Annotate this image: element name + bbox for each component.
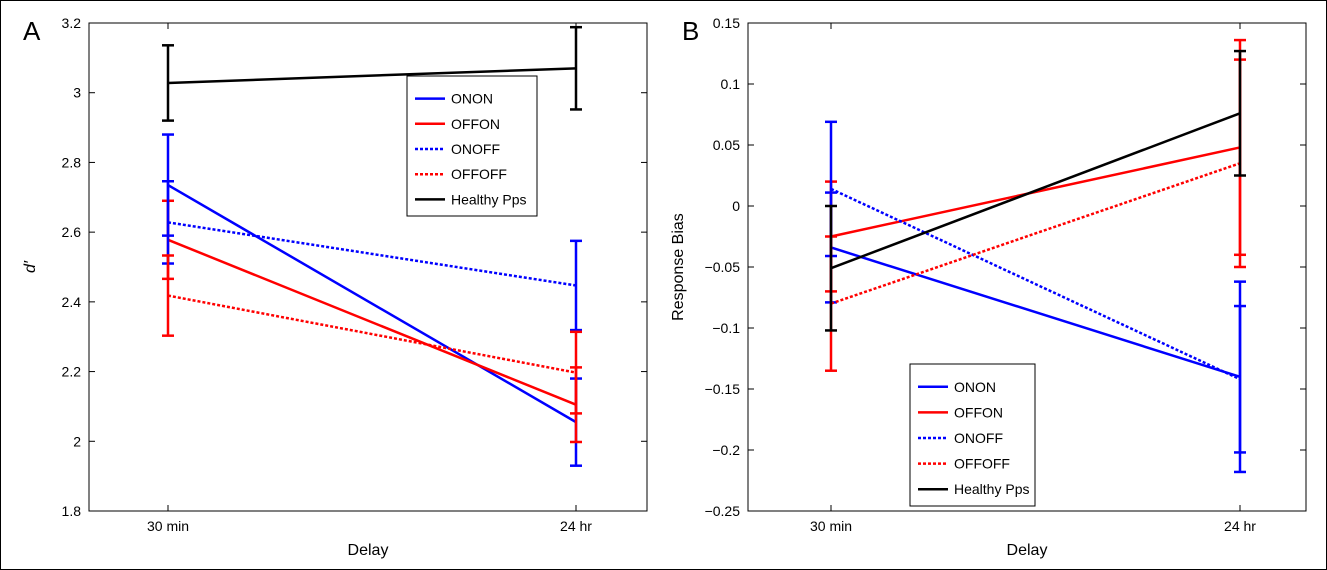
series-line bbox=[167, 221, 577, 287]
y-tick-label: 0.15 bbox=[713, 15, 740, 31]
series-onoff bbox=[162, 180, 582, 332]
series-line bbox=[830, 112, 1241, 270]
y-axis-label: Response Bias bbox=[670, 213, 687, 321]
legend-label: ONOFF bbox=[954, 430, 1003, 446]
y-tick-label: −0.15 bbox=[705, 381, 741, 397]
x-axis-label: Delay bbox=[1007, 542, 1048, 559]
y-tick-label: −0.1 bbox=[712, 320, 740, 336]
y-tick-label: −0.2 bbox=[712, 442, 740, 458]
y-tick-label: 3.2 bbox=[62, 15, 82, 31]
series-offoff bbox=[162, 254, 582, 415]
series-line bbox=[167, 67, 577, 85]
y-tick-label: 2.6 bbox=[62, 224, 82, 240]
series-line bbox=[830, 246, 1241, 378]
series-offon bbox=[825, 38, 1246, 293]
y-tick-label: 2.4 bbox=[62, 294, 82, 310]
y-tick-label: 0 bbox=[732, 198, 740, 214]
panel-b: B −0.25 −0.2 −0.15 −0.1 −0.05 0 0.05 0.1 0.15 30 m… bbox=[670, 15, 1307, 559]
series-line bbox=[167, 238, 577, 406]
panel-letter: A bbox=[23, 16, 41, 46]
y-tick-label: 1.8 bbox=[62, 503, 82, 519]
x-tick-label: 24 hr bbox=[1224, 518, 1256, 534]
y-tick-label: 2 bbox=[73, 433, 81, 449]
legend-label: OFFOFF bbox=[954, 456, 1010, 472]
legend-label: Healthy Pps bbox=[451, 191, 526, 207]
series-line bbox=[830, 162, 1241, 305]
legend-label: OFFOFF bbox=[451, 166, 507, 182]
legend-label: OFFON bbox=[451, 116, 500, 132]
series-healthy-pps bbox=[825, 49, 1246, 332]
y-tick-label: 0.1 bbox=[721, 76, 741, 92]
x-tick-label: 24 hr bbox=[560, 518, 592, 534]
y-axis-label: d′ bbox=[22, 260, 39, 273]
legend-label: Healthy Pps bbox=[954, 481, 1029, 497]
x-tick-label: 30 min bbox=[810, 518, 852, 534]
y-tick-label: 2.8 bbox=[62, 154, 82, 170]
legend: ONON OFFON ONOFF OFFOFF Healthy Pps bbox=[909, 363, 1036, 507]
legend-label: ONON bbox=[954, 379, 996, 395]
y-tick-label: 3 bbox=[73, 85, 81, 101]
axes-frame bbox=[88, 22, 648, 512]
y-tick-label: −0.25 bbox=[705, 503, 741, 519]
series-offon bbox=[162, 199, 582, 444]
series-line bbox=[830, 187, 1241, 381]
y-tick-label: −0.05 bbox=[705, 259, 741, 275]
legend-label: ONOFF bbox=[451, 141, 500, 157]
series-line bbox=[167, 184, 577, 424]
panel-letter: B bbox=[682, 16, 699, 46]
legend: ONON OFFON ONOFF OFFOFF Healthy Pps bbox=[406, 75, 538, 217]
legend-label: OFFON bbox=[954, 404, 1003, 420]
legend-label: ONON bbox=[451, 91, 493, 107]
x-axis-label: Delay bbox=[348, 542, 389, 559]
series-line bbox=[167, 294, 577, 374]
series-healthy-pps bbox=[162, 25, 582, 122]
panel-a: A 1.8 2 2.2 2.4 2.6 2.8 3 3.2 30 min 24 hr Delay d′ O… bbox=[22, 15, 648, 559]
y-tick-label: 2.2 bbox=[62, 364, 82, 380]
y-tick-label: 0.05 bbox=[713, 137, 740, 153]
x-tick-label: 30 min bbox=[147, 518, 189, 534]
